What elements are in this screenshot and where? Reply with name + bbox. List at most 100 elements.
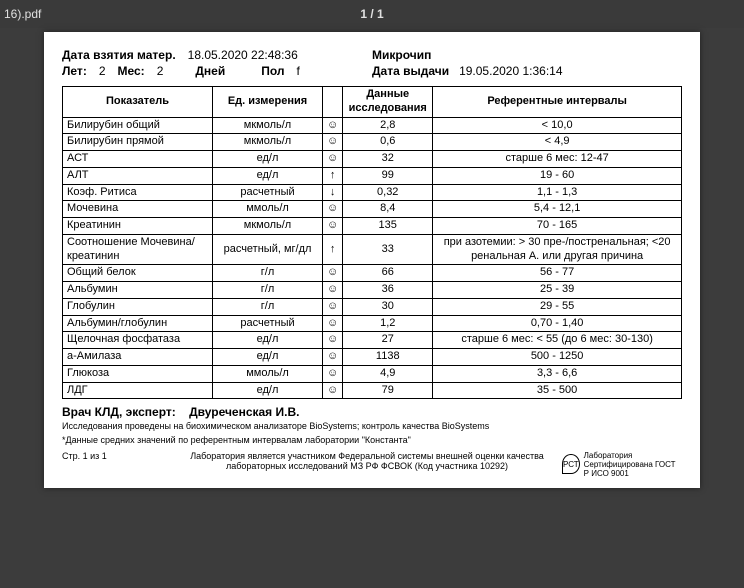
cell-unit: ммоль/л — [213, 201, 323, 218]
cell-value: 8,4 — [343, 201, 433, 218]
cell-name: Соотношение Мочевина/креатинин — [63, 234, 213, 265]
issue-label: Дата выдачи — [372, 64, 449, 78]
cell-ref: 25 - 39 — [433, 282, 682, 299]
cell-ref: 500 - 1250 — [433, 349, 682, 366]
cell-ref: 5,4 - 12,1 — [433, 201, 682, 218]
table-row: Щелочная фосфатазаед/л☺27старше 6 мес: <… — [63, 332, 682, 349]
cell-value: 30 — [343, 298, 433, 315]
cell-unit: ед/л — [213, 332, 323, 349]
cell-value: 27 — [343, 332, 433, 349]
sex-value: f — [297, 64, 300, 78]
cell-mark: ☺ — [323, 218, 343, 235]
pdf-page: Дата взятия матер. 18.05.2020 22:48:36 М… — [44, 32, 700, 488]
cell-ref: < 4,9 — [433, 134, 682, 151]
table-row: Креатининмкмоль/л☺13570 - 165 — [63, 218, 682, 235]
cell-unit: ммоль/л — [213, 365, 323, 382]
cell-name: АЛТ — [63, 167, 213, 184]
cell-value: 33 — [343, 234, 433, 265]
footer-note1: Исследования проведены на биохимическом … — [62, 421, 682, 433]
cell-mark: ☺ — [323, 298, 343, 315]
cell-name: АСТ — [63, 151, 213, 168]
cell-mark: ☺ — [323, 315, 343, 332]
cell-unit: г/л — [213, 298, 323, 315]
footer: Врач КЛД, эксперт: Двуреченская И.В. Исс… — [62, 405, 682, 477]
cell-mark: ☺ — [323, 382, 343, 399]
cell-value: 135 — [343, 218, 433, 235]
cell-unit: г/л — [213, 265, 323, 282]
days-label: Дней — [195, 64, 225, 78]
cell-unit: ед/л — [213, 349, 323, 366]
page-of: Стр. 1 из 1 — [62, 451, 172, 461]
cell-value: 66 — [343, 265, 433, 282]
cell-name: Креатинин — [63, 218, 213, 235]
cell-unit: ед/л — [213, 382, 323, 399]
col-mark — [323, 87, 343, 118]
doctor-line: Врач КЛД, эксперт: Двуреченская И.В. — [62, 405, 682, 419]
footer-note2: *Данные средних значений по референтным … — [62, 435, 682, 447]
cell-unit: г/л — [213, 282, 323, 299]
header-row-age: Лет: 2 Мес: 2 Дней Пол f Дата выдачи 19.… — [62, 64, 682, 78]
cell-name: Глюкоза — [63, 365, 213, 382]
cell-name: Коэф. Ритиса — [63, 184, 213, 201]
cell-ref: 1,1 - 1,3 — [433, 184, 682, 201]
cell-ref: 70 - 165 — [433, 218, 682, 235]
table-row: Мочевинаммоль/л☺8,45,4 - 12,1 — [63, 201, 682, 218]
cell-mark: ↑ — [323, 167, 343, 184]
cell-ref: 35 - 500 — [433, 382, 682, 399]
table-row: Коэф. Ритисарасчетный↓0,321,1 - 1,3 — [63, 184, 682, 201]
cell-mark: ☺ — [323, 151, 343, 168]
cell-name: Альбумин — [63, 282, 213, 299]
table-row: Билирубин прямоймкмоль/л☺0,6< 4,9 — [63, 134, 682, 151]
cell-mark: ☺ — [323, 265, 343, 282]
cell-unit: мкмоль/л — [213, 117, 323, 134]
cell-ref: 29 - 55 — [433, 298, 682, 315]
cell-name: Глобулин — [63, 298, 213, 315]
cell-name: ЛДГ — [63, 382, 213, 399]
sample-date-value: 18.05.2020 22:48:36 — [188, 48, 298, 62]
cell-unit: мкмоль/л — [213, 218, 323, 235]
filename-fragment: 16).pdf — [4, 7, 41, 21]
cell-name: Альбумин/глобулин — [63, 315, 213, 332]
table-row: Общий белокг/л☺6656 - 77 — [63, 265, 682, 282]
table-row: Глобулинг/л☺3029 - 55 — [63, 298, 682, 315]
cell-value: 2,8 — [343, 117, 433, 134]
cell-value: 99 — [343, 167, 433, 184]
col-value: Данные исследования — [343, 87, 433, 118]
table-row: АСТед/л☺32старше 6 мес: 12-47 — [63, 151, 682, 168]
table-row: Альбумин/глобулинрасчетный☺1,20,70 - 1,4… — [63, 315, 682, 332]
cell-unit: расчетный — [213, 184, 323, 201]
issue-value: 19.05.2020 1:36:14 — [459, 64, 562, 78]
cell-mark: ↓ — [323, 184, 343, 201]
cert-text: Лаборатория Сертифицирована ГОСТ Р ИСО 9… — [584, 451, 682, 478]
sample-date-label: Дата взятия матер. — [62, 48, 176, 62]
cell-ref: 0,70 - 1,40 — [433, 315, 682, 332]
cell-value: 79 — [343, 382, 433, 399]
cell-value: 1138 — [343, 349, 433, 366]
col-name: Показатель — [63, 87, 213, 118]
cell-mark: ☺ — [323, 117, 343, 134]
cell-value: 36 — [343, 282, 433, 299]
col-ref: Референтные интервалы — [433, 87, 682, 118]
cert-block: РСТ Лаборатория Сертифицирована ГОСТ Р И… — [562, 451, 682, 478]
cell-unit: мкмоль/л — [213, 134, 323, 151]
table-row: а-Амилазаед/л☺1138500 - 1250 — [63, 349, 682, 366]
table-row: Глюкозаммоль/л☺4,93,3 - 6,6 — [63, 365, 682, 382]
cell-value: 32 — [343, 151, 433, 168]
cell-mark: ☺ — [323, 349, 343, 366]
cell-ref: при азотемии: > 30 пре-/постренальная; <… — [433, 234, 682, 265]
table-row: Соотношение Мочевина/креатининрасчетный,… — [63, 234, 682, 265]
table-row: ЛДГед/л☺7935 - 500 — [63, 382, 682, 399]
results-table: Показатель Ед. измерения Данные исследов… — [62, 86, 682, 399]
cell-mark: ☺ — [323, 134, 343, 151]
table-row: Билирубин общиймкмоль/л☺2,8< 10,0 — [63, 117, 682, 134]
doctor-label: Врач КЛД, эксперт: — [62, 405, 176, 419]
table-row: Альбуминг/л☺3625 - 39 — [63, 282, 682, 299]
cell-mark: ↑ — [323, 234, 343, 265]
cell-mark: ☺ — [323, 282, 343, 299]
cell-ref: 56 - 77 — [433, 265, 682, 282]
table-header-row: Показатель Ед. измерения Данные исследов… — [63, 87, 682, 118]
cert-logo-icon: РСТ — [562, 454, 580, 474]
cell-unit: ед/л — [213, 167, 323, 184]
microchip-label: Микрочип — [372, 48, 431, 62]
footer-center: Лаборатория является участником Федераль… — [172, 451, 562, 471]
